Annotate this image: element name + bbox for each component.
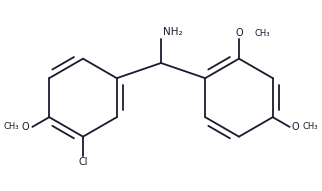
Text: CH₃: CH₃ [254,29,270,38]
Text: O: O [22,122,29,132]
Text: O: O [235,28,243,38]
Text: Cl: Cl [78,157,88,167]
Text: CH₃: CH₃ [303,122,318,131]
Text: O: O [292,122,299,132]
Text: CH₃: CH₃ [4,122,19,131]
Text: NH₂: NH₂ [163,27,183,37]
